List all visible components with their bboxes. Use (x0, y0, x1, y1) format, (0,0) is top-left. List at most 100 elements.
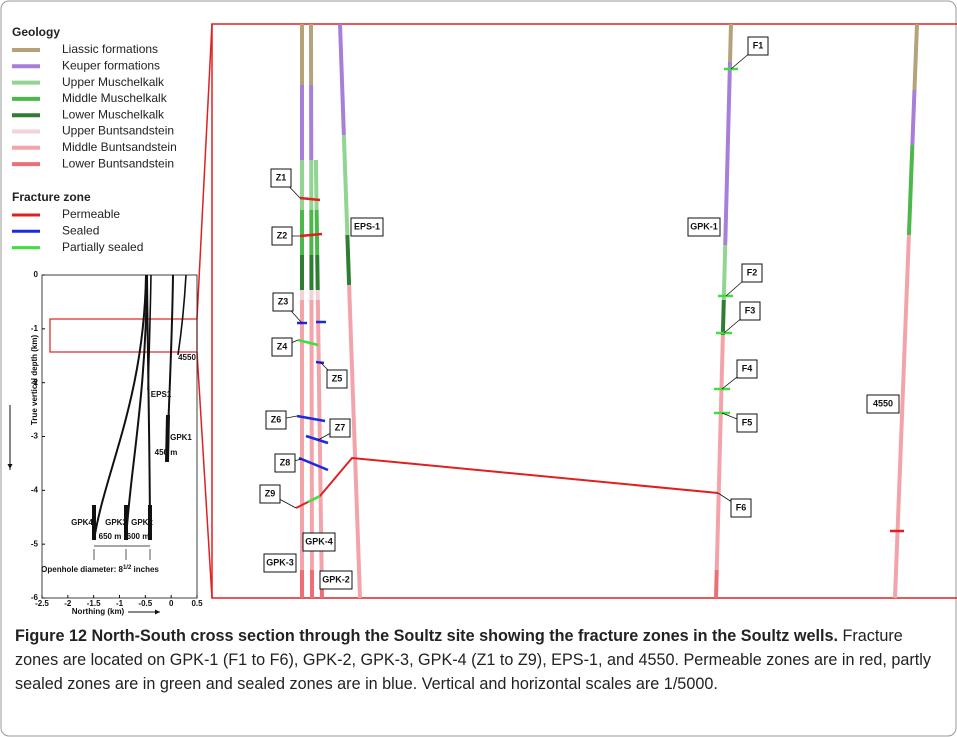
fracture-mark (307, 494, 321, 504)
legend-label: Upper Buntsandstein (62, 124, 174, 138)
fracture-label-box (741, 263, 763, 283)
fracture-label: Z6 (271, 414, 282, 424)
x-tick-label: -1 (116, 599, 124, 608)
fracture-label-box (270, 168, 292, 188)
inset-well-label: 4550 (178, 353, 196, 362)
fracture-label-box (329, 418, 351, 438)
fracture-label-box (736, 413, 758, 433)
fracture-label-box (272, 292, 294, 312)
well-segment (313, 159, 319, 211)
well-label-box (866, 394, 900, 414)
fracture-label: Z8 (280, 457, 291, 467)
fracture-label: F4 (742, 363, 753, 373)
legend-label: Sealed (62, 223, 99, 237)
well-label: GPK-2 (322, 574, 350, 584)
x-tick-label: -0.5 (138, 599, 152, 608)
well-label: GPK-3 (266, 557, 294, 567)
fracture-label-box (271, 226, 293, 246)
fracture-label-box (265, 410, 287, 430)
fracture-label: Z1 (276, 172, 287, 182)
fracture-mark (305, 434, 329, 445)
fracture-label: Z9 (265, 488, 276, 498)
y-tick-label: -3 (31, 432, 39, 441)
well-segment (721, 244, 728, 301)
y-tick-label: 0 (34, 270, 39, 279)
zoom-line (196, 351, 213, 599)
fracture-label-box (730, 498, 752, 518)
legend-label: Partially sealed (62, 240, 143, 254)
fracture-label-box (736, 359, 758, 379)
fracture-label: Z4 (277, 341, 288, 351)
x-tick-label: 0.5 (191, 599, 203, 608)
x-tick-label: -2.5 (35, 599, 49, 608)
legend-label: Middle Buntsandstein (62, 140, 177, 154)
caption-title: North-South cross section through the So… (91, 627, 838, 645)
fracture-mark (296, 414, 326, 423)
well-label: GPK-1 (690, 221, 718, 231)
legend-label: Upper Muschelkalk (62, 75, 165, 89)
y-tick-label: -1 (31, 324, 39, 333)
inset-well-trace (125, 274, 148, 541)
fracture-mark (299, 196, 321, 202)
well-label-box (687, 217, 721, 237)
fracture-label: F5 (742, 417, 753, 427)
inset-well-label: GPK1 (170, 433, 192, 442)
well-label-box (263, 553, 297, 573)
legend-title: Fracture zone (12, 190, 91, 204)
fracture-label-box (259, 484, 281, 504)
inset-annotation: 450 m (155, 448, 178, 457)
well-segment (728, 23, 733, 63)
inset-annotation: 650 m (99, 532, 122, 541)
x-tick-label: 0 (169, 599, 174, 608)
fracture-label: Z3 (278, 296, 289, 306)
fracture-label: F2 (747, 267, 758, 277)
axis-arrow (7, 464, 13, 469)
legend-label: Permeable (62, 207, 120, 221)
fracture-mark (297, 338, 319, 347)
y-tick-label: -2 (31, 378, 39, 387)
inset-well-trace (177, 274, 187, 356)
well-segment (338, 23, 346, 136)
caption-label: Figure 12 (15, 627, 87, 645)
inset-well-label: GPK4 (71, 518, 93, 527)
well-segment (720, 299, 726, 336)
well-label: GPK-4 (305, 536, 333, 546)
fracture-label: Z2 (277, 230, 288, 240)
well-segment (714, 334, 725, 571)
zoom-box (49, 318, 198, 353)
fracture-link (295, 456, 719, 509)
inset-well-trace (93, 274, 147, 541)
well-label-box (350, 217, 384, 237)
well-label-box (302, 532, 336, 552)
fracture-mark (298, 456, 329, 472)
legend-label: Lower Buntsandstein (62, 156, 174, 170)
fracture-label: F3 (745, 305, 756, 315)
fracture-label: Z5 (332, 373, 343, 383)
fracture-mark (299, 232, 323, 238)
legend-label: Liassic formations (62, 42, 158, 56)
well-label-box (319, 570, 353, 590)
inset-annotation: 600 m (127, 532, 150, 541)
well-label: EPS-1 (354, 221, 380, 231)
fracture-label-box (739, 301, 761, 321)
y-tick-label: -4 (31, 485, 39, 494)
well-segment (345, 234, 352, 286)
zoom-line (196, 23, 213, 320)
legend-label: Middle Muschelkalk (62, 91, 168, 105)
inset-well-label: GPK2 (131, 518, 153, 527)
well-label: 4550 (873, 398, 893, 408)
fracture-label: F6 (736, 502, 747, 512)
well-segment (906, 144, 915, 236)
legend-title: Geology (12, 25, 60, 39)
legend-label: Keuper formations (62, 58, 160, 72)
well-segment (714, 569, 719, 599)
well-segment (315, 299, 324, 576)
fracture-label-box (271, 337, 293, 357)
inset-well-trace (147, 274, 152, 391)
inset-well-trace (165, 414, 170, 463)
well-segment (910, 89, 917, 146)
caption: Figure 12 North-South cross section thro… (15, 624, 940, 696)
fracture-label-box (274, 453, 296, 473)
